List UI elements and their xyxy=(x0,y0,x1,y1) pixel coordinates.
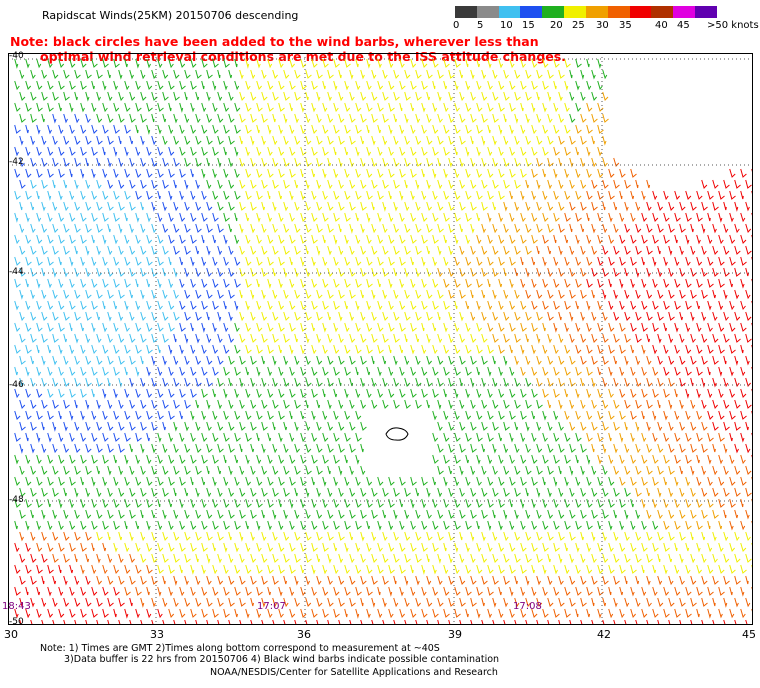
scale-swatch-0 xyxy=(455,6,477,18)
wind-barb-field xyxy=(8,53,753,625)
scale-swatch-11 xyxy=(695,6,717,18)
island-outline xyxy=(385,427,409,441)
scale-label: 45 xyxy=(677,20,690,31)
scale-swatch-4 xyxy=(542,6,565,18)
lat-label: -44 xyxy=(9,267,24,277)
scale-label: 20 xyxy=(550,20,563,31)
scale-swatch-2 xyxy=(498,6,521,18)
wind-barb-map[interactable] xyxy=(8,53,753,625)
footer-credit: NOAA/NESDIS/Center for Satellite Applica… xyxy=(210,667,498,678)
scale-label: 25 xyxy=(572,20,585,31)
scale-label: 15 xyxy=(522,20,535,31)
lat-label: -48 xyxy=(9,495,24,505)
pass-time-label: 18:43 xyxy=(2,601,31,612)
lat-label: -50 xyxy=(9,617,24,627)
scale-label: 40 xyxy=(655,20,668,31)
scale-swatch-3 xyxy=(520,6,543,18)
footer-note-1: Note: 1) Times are GMT 2)Times along bot… xyxy=(40,643,440,654)
scale-swatch-6 xyxy=(585,6,608,18)
map-title: Rapidscat Winds(25KM) 20150706 descendin… xyxy=(42,9,299,22)
scale-label: 35 xyxy=(619,20,632,31)
scale-label: 5 xyxy=(477,20,484,31)
pass-time-label: 17:08 xyxy=(513,601,542,612)
attitude-note: Note: black circles have been added to t… xyxy=(10,34,570,64)
lat-label: -46 xyxy=(9,380,24,390)
scale-swatch-9 xyxy=(651,6,674,18)
lon-label: 36 xyxy=(297,628,311,641)
lon-label: 45 xyxy=(742,628,756,641)
lat-label: -42 xyxy=(9,157,24,167)
pass-time-label: 17:07 xyxy=(257,601,286,612)
scale-labels: 0 5 10 15 20 25 30 35 40 45 >50 knots xyxy=(451,20,760,34)
scale-label: 0 xyxy=(453,20,460,31)
note-line-1: Note: black circles have been added to t… xyxy=(10,34,539,49)
note-line-2: optimal wind retrieval conditions are me… xyxy=(40,49,566,64)
scale-swatch-1 xyxy=(476,6,499,18)
scale-swatch-8 xyxy=(629,6,652,18)
lon-label: 30 xyxy=(4,628,18,641)
footer-note-2: 3)Data buffer is 22 hrs from 20150706 4)… xyxy=(64,654,500,665)
scale-swatch-7 xyxy=(607,6,630,18)
wind-speed-color-scale xyxy=(455,6,717,18)
scale-label: 30 xyxy=(596,20,609,31)
scale-swatch-10 xyxy=(673,6,696,18)
lon-label: 42 xyxy=(597,628,611,641)
map-frame xyxy=(8,53,753,625)
lon-label: 33 xyxy=(150,628,164,641)
scale-swatch-5 xyxy=(564,6,586,18)
scale-label: 10 xyxy=(500,20,513,31)
scale-label: >50 knots xyxy=(707,20,759,31)
lat-label: -40 xyxy=(9,51,24,61)
lon-label: 39 xyxy=(448,628,462,641)
